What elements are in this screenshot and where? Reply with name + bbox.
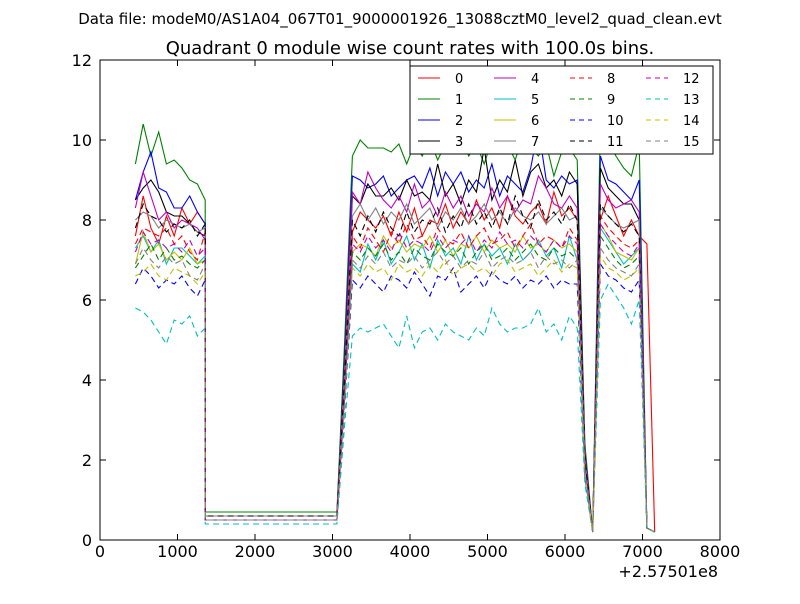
series-line-13 — [135, 282, 655, 533]
series-line-10 — [134, 262, 655, 533]
series-layer — [134, 119, 656, 533]
series-line-3 — [134, 147, 655, 533]
x-tick-label: 5000 — [467, 542, 508, 561]
legend-label-12: 12 — [683, 72, 700, 87]
x-tick-label: 1000 — [157, 542, 198, 561]
data-file-suptitle: Data file: modeM0/AS1A04_067T01_90000019… — [78, 10, 722, 29]
legend-label-8: 8 — [607, 72, 615, 87]
series-line-9 — [134, 234, 655, 533]
x-tick-label: 7000 — [622, 542, 663, 561]
x-axis-offset-label: +2.57501e8 — [618, 562, 718, 581]
x-tick-label: 0 — [95, 542, 105, 561]
chart-title: Quadrant 0 module wise count rates with … — [166, 38, 655, 59]
y-tick-label: 10 — [72, 131, 92, 150]
legend-label-6: 6 — [531, 114, 539, 129]
y-tick-label: 12 — [72, 51, 92, 70]
legend-label-9: 9 — [607, 93, 615, 108]
legend-label-0: 0 — [455, 72, 463, 87]
series-line-7 — [135, 202, 655, 533]
legend-label-2: 2 — [455, 114, 463, 129]
y-tick-label: 6 — [82, 291, 92, 310]
x-tick-label: 3000 — [312, 542, 353, 561]
legend-label-11: 11 — [607, 135, 624, 150]
series-line-12 — [134, 222, 655, 533]
x-tick-label: 6000 — [545, 542, 586, 561]
legend-label-3: 3 — [455, 135, 463, 150]
y-tick-label: 4 — [82, 371, 92, 390]
series-line-4 — [134, 169, 655, 533]
series-line-5 — [134, 226, 655, 533]
y-tick-label: 8 — [82, 211, 92, 230]
legend-label-13: 13 — [683, 93, 700, 108]
legend-label-4: 4 — [531, 72, 539, 87]
series-line-14 — [135, 254, 655, 533]
series-line-15 — [134, 246, 655, 533]
series-line-6 — [134, 222, 655, 533]
legend-label-15: 15 — [683, 135, 700, 150]
x-tick-label: 4000 — [390, 542, 431, 561]
y-tick-label: 0 — [82, 531, 92, 550]
x-tick-label: 8000 — [700, 542, 741, 561]
legend-label-14: 14 — [683, 114, 700, 129]
legend-label-10: 10 — [607, 114, 624, 129]
x-tick-label: 2000 — [235, 542, 276, 561]
legend-label-5: 5 — [531, 93, 539, 108]
y-tick-label: 2 — [82, 451, 92, 470]
series-line-11 — [134, 194, 655, 533]
legend-label-1: 1 — [455, 93, 463, 108]
legend-label-7: 7 — [531, 135, 539, 150]
axes-layer: 0 1000 2000 3000 4000 5000 6000 7000 80000246810… — [72, 51, 741, 561]
legend-box — [409, 65, 714, 155]
